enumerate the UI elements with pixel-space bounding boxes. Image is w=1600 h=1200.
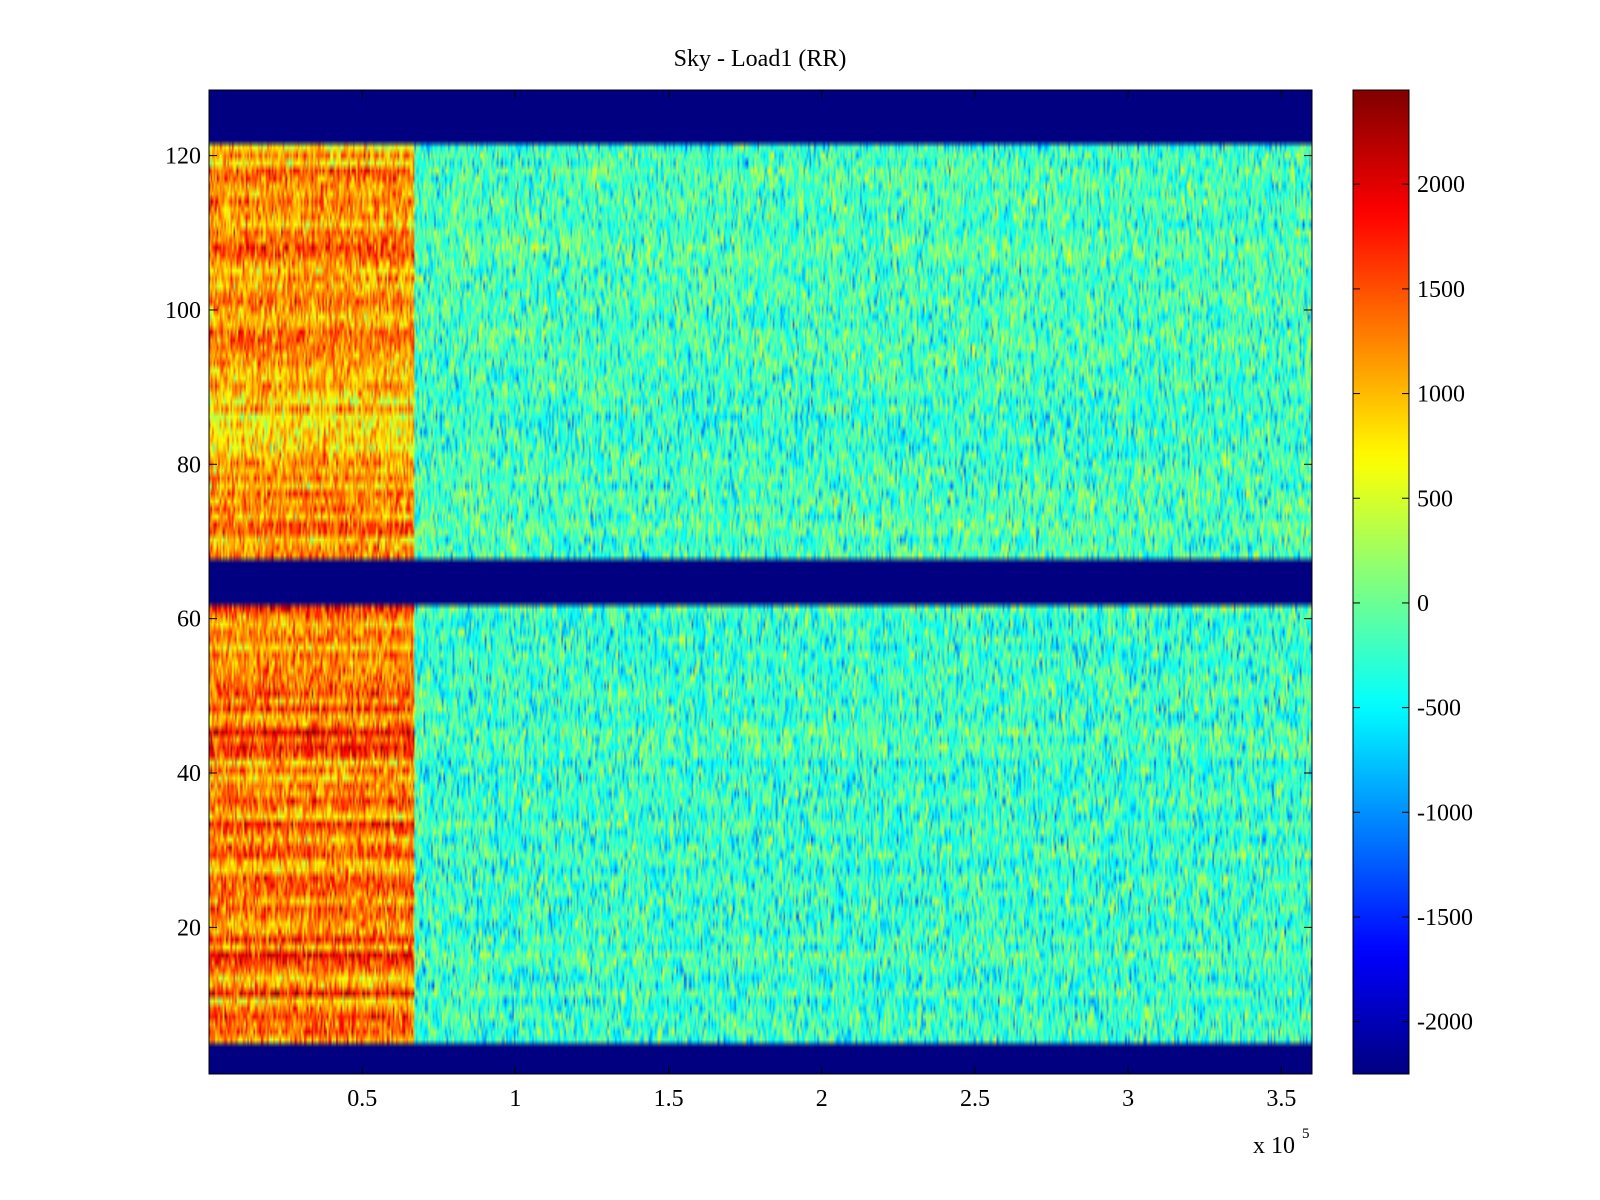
colorbar: 2000 1500 1000 500 0 -500 -1000 -1500 -2000 <box>1352 89 1473 1075</box>
x-tick-label: 1 <box>509 1086 521 1112</box>
heatmap-plot-area: 0.5 1 1.5 2 2.5 3 3.5 20 40 60 80 100 120 <box>165 89 1313 1112</box>
colorbar-tick-label: -2000 <box>1417 1010 1473 1036</box>
colorbar-tick-label: 0 <box>1417 591 1429 617</box>
y-tick-label: 40 <box>177 761 201 787</box>
colorbar-gradient <box>1353 90 1409 1074</box>
y-tick-label: 80 <box>177 452 201 478</box>
x-tick-label: 3 <box>1122 1086 1134 1112</box>
chart-title: Sky - Load1 (RR) <box>674 46 847 72</box>
x-tick-label: 0.5 <box>347 1086 377 1112</box>
colorbar-tick-label: -1500 <box>1417 905 1473 931</box>
colorbar-tick-label: -1000 <box>1417 800 1473 826</box>
colorbar-tick-label: -500 <box>1417 696 1461 722</box>
y-tick-label: 60 <box>177 607 201 633</box>
x-tick-label: 1.5 <box>654 1086 684 1112</box>
y-tick-label: 100 <box>165 298 201 324</box>
heatmap-image <box>209 90 1312 1074</box>
colorbar-frame <box>1352 89 1410 1075</box>
x-axis-multiplier: x 10 5 <box>1253 1126 1310 1159</box>
plot-frame <box>208 89 1313 1075</box>
x-tick-label: 2.5 <box>960 1086 990 1112</box>
y-tick-label: 120 <box>165 144 201 170</box>
x-multiplier-base: x 10 <box>1253 1133 1295 1159</box>
colorbar-tick-label: 1500 <box>1417 277 1465 303</box>
x-tick-label: 3.5 <box>1266 1086 1296 1112</box>
x-tick-label: 2 <box>816 1086 828 1112</box>
colorbar-tick-label: 1000 <box>1417 382 1465 408</box>
colorbar-tick-label: 500 <box>1417 486 1453 512</box>
x-axis-ticks: 0.5 1 1.5 2 2.5 3 3.5 <box>347 90 1296 1112</box>
colorbar-ticks: 2000 1500 1000 500 0 -500 -1000 -1500 -2000 <box>1353 172 1473 1036</box>
y-tick-label: 20 <box>177 915 201 941</box>
colorbar-tick-label: 2000 <box>1417 172 1465 198</box>
y-axis-ticks: 20 40 60 80 100 120 <box>165 144 1312 941</box>
x-multiplier-exponent: 5 <box>1302 1126 1310 1142</box>
